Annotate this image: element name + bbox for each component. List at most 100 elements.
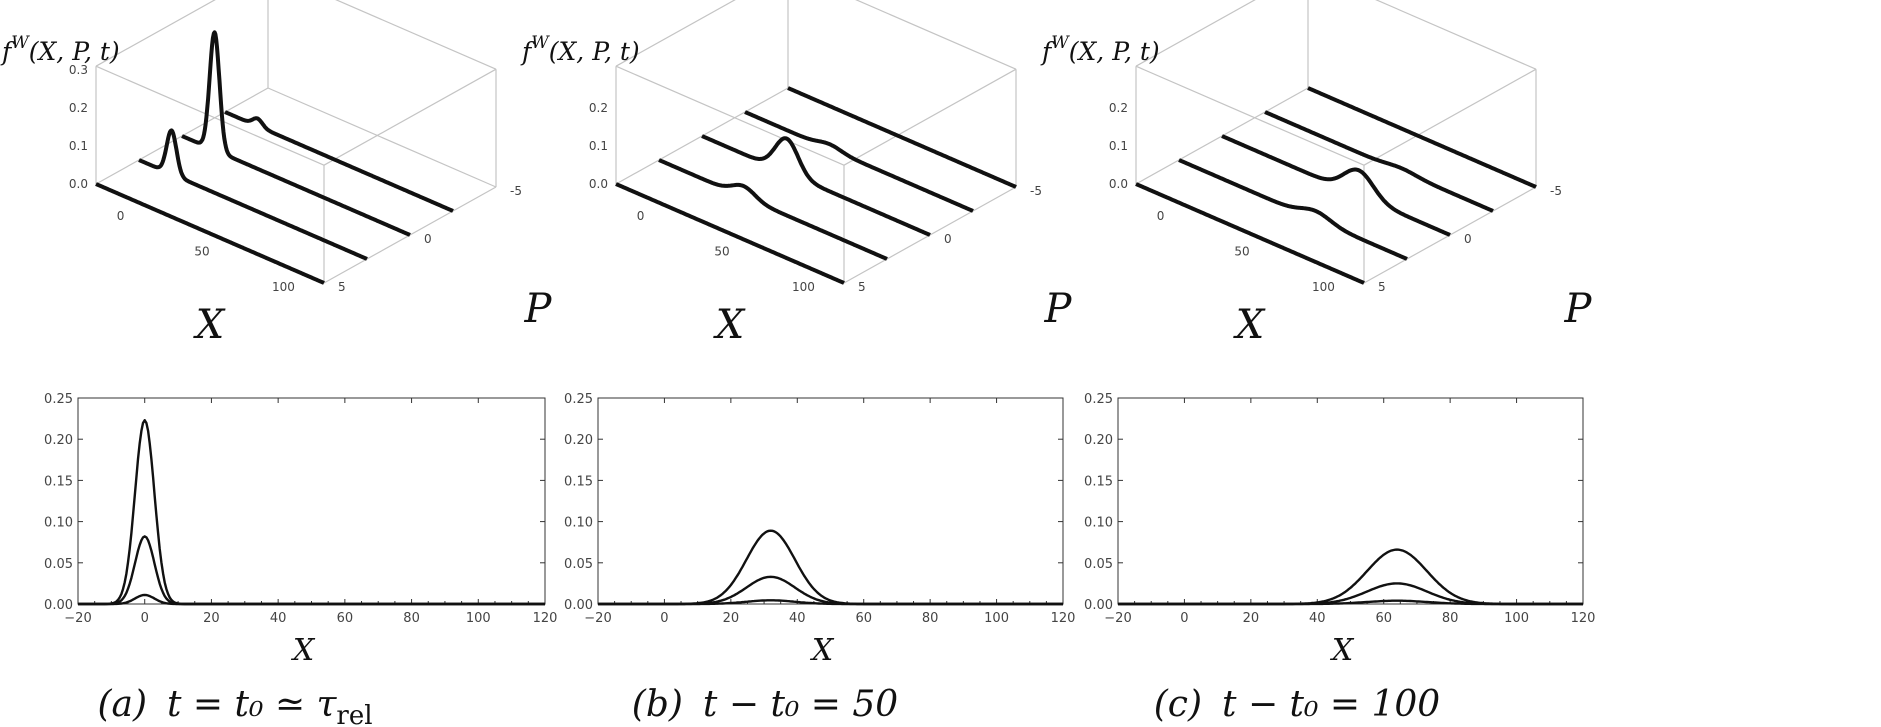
box-edge xyxy=(1363,68,1537,166)
slice-curve xyxy=(1263,110,1495,213)
box-edge xyxy=(95,65,325,166)
box-edge xyxy=(1375,0,1537,70)
y-tick-label: 0.10 xyxy=(564,516,593,531)
slice-curve xyxy=(1134,182,1366,285)
x-tick-label: 60 xyxy=(855,611,872,626)
z-label-sup: W xyxy=(11,33,30,53)
x-tick-label: 0 xyxy=(141,611,149,626)
z-label-args: (X, P, t) xyxy=(1069,37,1160,66)
slice-curve xyxy=(94,182,326,285)
y-tick-label: 0.05 xyxy=(44,557,73,572)
slice-curve xyxy=(137,128,369,261)
y-tick-label: 0.05 xyxy=(564,557,593,572)
z-label-f: f xyxy=(1040,37,1055,66)
x-tick-label: 50 xyxy=(714,245,729,259)
slice-curve xyxy=(657,158,889,261)
box-edge xyxy=(323,68,497,166)
x-axis-label: X xyxy=(810,633,835,668)
z-tick-label: 0.2 xyxy=(69,101,88,115)
panel-caption: (c) t − t₀ = 100 xyxy=(1154,684,1440,725)
box-edge xyxy=(1135,65,1365,166)
slice-curve xyxy=(1220,134,1452,237)
slice-curve xyxy=(180,30,412,237)
x-tick-label: 0 xyxy=(637,209,645,223)
p-tick-label: -5 xyxy=(510,184,522,198)
y-tick-label: 0.15 xyxy=(564,474,593,489)
p-tick-label: -5 xyxy=(1030,184,1042,198)
y-tick-label: 0.25 xyxy=(1084,392,1113,407)
x-tick-label: 80 xyxy=(403,611,420,626)
series-line xyxy=(598,599,1063,606)
x-axis-label: X xyxy=(193,302,226,348)
x-tick-label: 50 xyxy=(194,245,209,259)
x-tick-label: 0 xyxy=(117,209,125,223)
y-tick-label: 0.15 xyxy=(1084,474,1113,489)
z-label-f: f xyxy=(0,37,15,66)
box-edge xyxy=(855,0,1017,70)
x-tick-label: 100 xyxy=(1312,280,1335,294)
p-tick-label: 0 xyxy=(424,232,432,246)
z-tick-label: 0.2 xyxy=(589,101,608,115)
slice-curve xyxy=(743,110,975,213)
x-tick-label: −20 xyxy=(64,611,91,626)
p-tick-label: 5 xyxy=(338,280,346,294)
x-axis-label: X xyxy=(713,302,746,348)
x-tick-label: 120 xyxy=(1571,611,1596,626)
x-tick-label: 40 xyxy=(789,611,806,626)
x-tick-label: −20 xyxy=(1104,611,1131,626)
x-tick-label: 60 xyxy=(337,611,354,626)
caption-letter: (a) xyxy=(97,684,147,725)
x-tick-label: 50 xyxy=(1234,245,1249,259)
x-tick-label: 80 xyxy=(1442,611,1459,626)
panel-caption: (b) t − t₀ = 50 xyxy=(632,684,898,725)
plot-frame xyxy=(597,397,1064,605)
z-axis-label: fW(X, P, t) xyxy=(520,33,640,66)
z-tick-label: 0.0 xyxy=(589,177,608,191)
x-tick-label: 120 xyxy=(533,611,558,626)
p-tick-label: 0 xyxy=(944,232,952,246)
bottom-plot: −20 0 20 40 60 80 100 120 0.00 0.05 0.10 0.15 0.20 0.… xyxy=(44,392,557,668)
box-edge xyxy=(267,87,497,188)
y-tick-label: 0.10 xyxy=(44,516,73,531)
series-line xyxy=(1118,548,1583,606)
x-tick-label: 100 xyxy=(1504,611,1529,626)
z-axis-label: fW(X, P, t) xyxy=(1040,33,1160,66)
z-tick-label: 0.1 xyxy=(1109,139,1128,153)
box-edge xyxy=(95,0,216,67)
y-tick-label: 0.25 xyxy=(44,392,73,407)
z-tick-label: 0.3 xyxy=(69,63,88,77)
y-tick-label: 0.20 xyxy=(44,433,73,448)
slice-curve xyxy=(786,86,1018,189)
caption-expr: t − t₀ = 100 xyxy=(1222,684,1440,725)
box-edge xyxy=(335,0,497,70)
z-label-sup: W xyxy=(531,33,550,53)
caption-expr: t = t₀ ≃ τ xyxy=(167,684,337,725)
p-tick-label: 5 xyxy=(858,280,866,294)
x-tick-label: 20 xyxy=(1243,611,1260,626)
y-tick-label: 0.10 xyxy=(1084,516,1113,531)
caption-expr: t − t₀ = 50 xyxy=(703,684,898,725)
slice-curve xyxy=(1177,158,1409,261)
x-tick-label: 100 xyxy=(272,280,295,294)
y-tick-label: 0.05 xyxy=(1084,557,1113,572)
caption-letter: (b) xyxy=(632,684,683,725)
p-axis-label: P xyxy=(1564,286,1593,332)
x-tick-label: 100 xyxy=(466,611,491,626)
y-tick-label: 0.15 xyxy=(44,474,73,489)
series-line xyxy=(78,593,545,606)
slice-curve xyxy=(223,110,455,213)
y-tick-label: 0.20 xyxy=(1084,433,1113,448)
p-tick-label: 5 xyxy=(1378,280,1386,294)
z-tick-label: 0.1 xyxy=(589,139,608,153)
slice-curve xyxy=(1306,86,1538,189)
panel-c: 0.0 0.1 0.2 0 50 100 -5 0 5 X PfW(X, P, t) xyxy=(1040,0,1593,348)
y-tick-label: 0.20 xyxy=(564,433,593,448)
y-tick-label: 0.25 xyxy=(564,392,593,407)
plot-frame xyxy=(1117,397,1584,605)
panel-caption: (a) t = t₀ ≃ τrel xyxy=(97,684,372,727)
x-tick-label: 0 xyxy=(660,611,668,626)
bottom-plot: −20 0 20 40 60 80 100 120 0.00 0.05 0.10 0.15 0.20 0.… xyxy=(564,392,1075,668)
